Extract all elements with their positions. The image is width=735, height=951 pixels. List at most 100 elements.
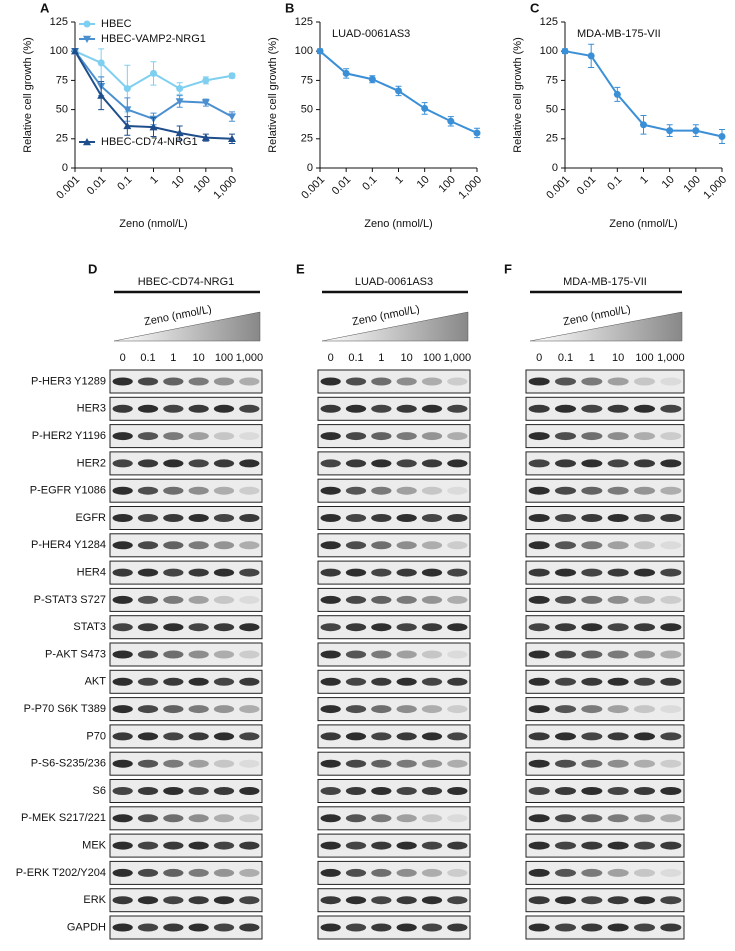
blot-box <box>109 806 263 831</box>
band <box>213 432 235 441</box>
panel-letter: C <box>530 0 540 15</box>
row-label: P-HER4 Y1284 <box>31 539 106 551</box>
band <box>396 814 417 823</box>
blot-box <box>525 369 685 394</box>
band <box>554 623 577 632</box>
band <box>163 896 184 905</box>
band <box>607 841 629 850</box>
band <box>137 623 159 632</box>
panel-title: MDA-MB-175-VII <box>563 276 647 288</box>
band <box>554 459 577 468</box>
band <box>320 841 341 850</box>
data-point <box>316 47 324 55</box>
band <box>137 732 159 741</box>
band <box>633 677 656 686</box>
band <box>188 923 209 932</box>
band <box>607 432 629 441</box>
band <box>320 541 341 550</box>
blot-box <box>109 396 263 421</box>
data-point <box>395 87 402 95</box>
row-label: P-P70 S6K T389 <box>24 703 106 715</box>
band <box>371 868 392 877</box>
band <box>447 787 468 795</box>
band <box>345 541 367 550</box>
band <box>188 432 209 441</box>
dose-value: 10 <box>193 352 205 364</box>
band <box>137 432 159 441</box>
band <box>188 814 209 823</box>
band <box>421 677 443 686</box>
band <box>112 568 133 577</box>
band <box>137 787 159 795</box>
band <box>320 705 341 714</box>
y-tick-label: 125 <box>50 16 68 28</box>
band <box>607 595 629 604</box>
y-tick-label: 75 <box>56 74 68 86</box>
band <box>421 705 443 714</box>
band <box>421 459 443 468</box>
panel-letter: E <box>296 261 305 276</box>
band <box>112 923 133 932</box>
y-tick-label: 100 <box>295 45 313 57</box>
band <box>396 486 417 495</box>
legend-marker <box>83 35 91 43</box>
legend-label: HBEC-CD74-NRG1 <box>101 136 198 148</box>
band <box>371 595 392 604</box>
band <box>660 868 682 877</box>
band <box>447 923 468 932</box>
band <box>633 595 656 604</box>
band <box>421 650 443 659</box>
y-tick-label: 0 <box>307 162 313 174</box>
band <box>137 486 159 495</box>
band <box>660 541 682 550</box>
band <box>581 841 603 850</box>
band <box>320 568 341 577</box>
data-point <box>561 47 569 55</box>
band <box>528 459 550 468</box>
band <box>345 623 367 632</box>
band <box>554 514 577 522</box>
band <box>528 650 550 659</box>
band <box>581 541 603 550</box>
panel-letter: D <box>88 261 97 276</box>
blot-box <box>525 424 685 449</box>
band <box>137 841 159 850</box>
x-tick-label: 100 <box>682 174 703 195</box>
band <box>528 432 550 441</box>
band <box>554 595 577 604</box>
blot-box <box>317 779 471 803</box>
band <box>447 541 468 550</box>
band <box>447 595 468 604</box>
blot-box <box>109 451 263 476</box>
band <box>554 868 577 877</box>
data-point <box>421 104 429 112</box>
dose-value: 0 <box>120 352 126 364</box>
band <box>213 841 235 850</box>
band <box>528 705 550 714</box>
band <box>607 677 629 686</box>
x-tick-label: 1 <box>148 174 161 187</box>
band <box>447 377 468 386</box>
band <box>239 923 260 932</box>
dose-value: 100 <box>215 352 233 364</box>
band <box>447 514 468 522</box>
band <box>239 568 260 577</box>
band <box>396 459 417 468</box>
band <box>320 595 341 604</box>
band <box>660 568 682 577</box>
band <box>239 705 260 714</box>
band <box>607 568 629 577</box>
band <box>163 568 184 577</box>
band <box>554 541 577 550</box>
blot-box <box>109 478 263 503</box>
data-point <box>71 47 79 55</box>
band <box>213 623 235 632</box>
blot-box <box>317 478 471 503</box>
row-label: MEK <box>82 840 107 852</box>
dose-value: 1,000 <box>236 352 264 364</box>
band <box>607 759 629 768</box>
band <box>239 486 260 495</box>
band <box>581 677 603 686</box>
panel-letter: F <box>504 261 512 276</box>
band <box>112 404 133 413</box>
